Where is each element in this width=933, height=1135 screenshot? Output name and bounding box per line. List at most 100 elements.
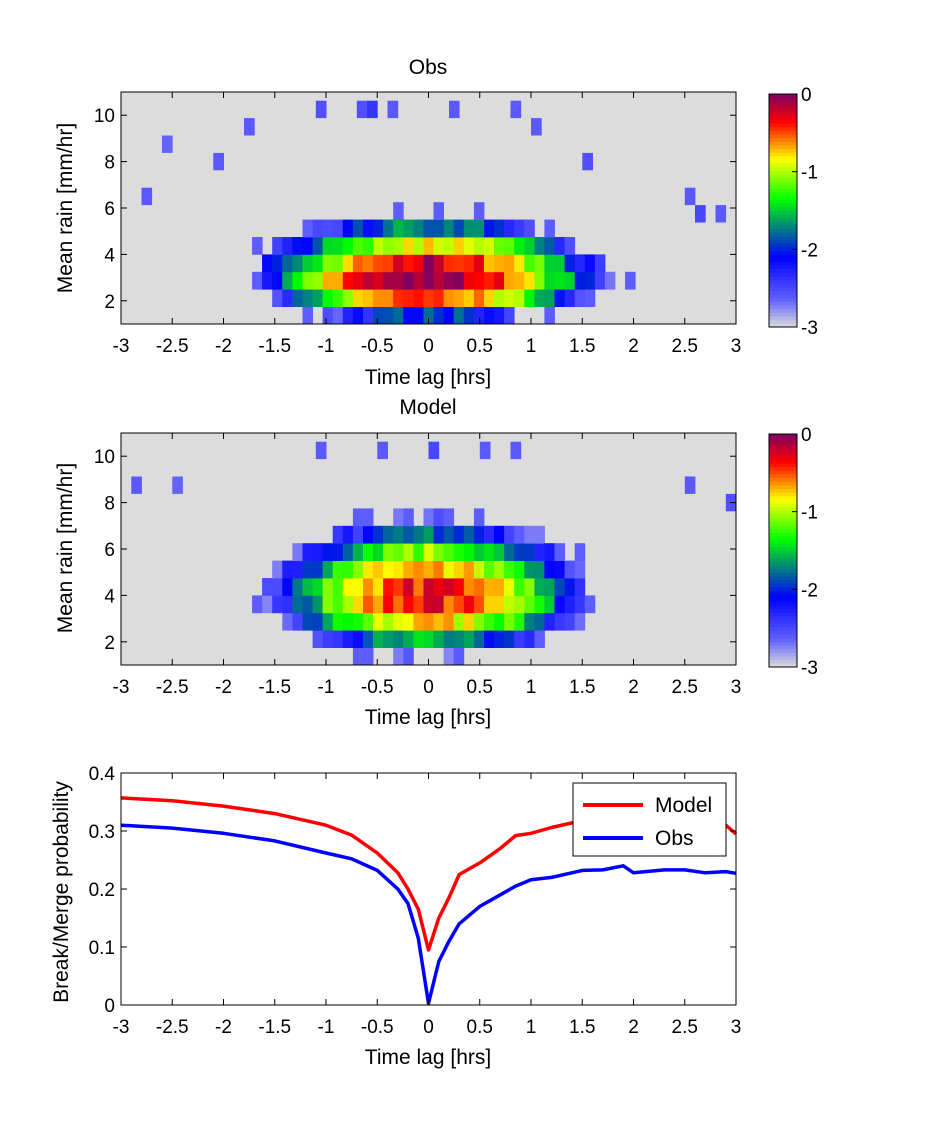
heatmap-cell bbox=[494, 219, 505, 238]
colorbar-tick-label: -2 bbox=[801, 240, 818, 261]
heatmap-cell bbox=[423, 219, 434, 238]
colorbar-swatch bbox=[769, 550, 797, 555]
colorbar-swatch bbox=[769, 312, 797, 317]
x-tick-label: -1 bbox=[318, 1017, 335, 1038]
heatmap-cell bbox=[433, 271, 444, 290]
heatmap-cell bbox=[393, 254, 404, 273]
heatmap-cell bbox=[383, 306, 394, 325]
colorbar-swatch bbox=[769, 119, 797, 124]
heatmap-cell bbox=[443, 630, 455, 648]
heatmap-cell bbox=[453, 254, 465, 273]
colorbar-swatch bbox=[769, 641, 797, 646]
heatmap-cell bbox=[332, 237, 344, 255]
heatmap-cell bbox=[342, 271, 354, 290]
heatmap-cell bbox=[695, 205, 706, 223]
heatmap-cell bbox=[393, 219, 404, 238]
heatmap-cell bbox=[342, 543, 354, 561]
heatmap-cell bbox=[443, 508, 455, 527]
colorbar-swatch bbox=[769, 243, 797, 248]
heatmap-cell bbox=[262, 578, 273, 596]
heatmap-cell bbox=[443, 595, 455, 614]
x-tick-label: -2 bbox=[215, 677, 232, 698]
heatmap-cell bbox=[433, 630, 444, 648]
heatmap-cell bbox=[292, 271, 303, 290]
heatmap-cell bbox=[413, 254, 424, 273]
heatmap-model-ylabel: Mean rain [mm/hr] bbox=[54, 463, 77, 633]
heatmap-cell bbox=[524, 219, 535, 238]
colorbar-swatch bbox=[769, 623, 797, 628]
heatmap-cell bbox=[443, 560, 455, 579]
heatmap-cell bbox=[484, 219, 495, 238]
heatmap-cell bbox=[504, 306, 515, 325]
heatmap-obs-yticks: 2 4 6 8 10 bbox=[94, 106, 736, 313]
colorbar-swatch bbox=[769, 265, 797, 270]
colorbar-swatch bbox=[769, 568, 797, 573]
heatmap-cell bbox=[484, 289, 495, 307]
heatmap-cell bbox=[443, 612, 455, 631]
heatmap-cell bbox=[363, 237, 374, 255]
heatmap-cell bbox=[322, 560, 334, 579]
heatmap-cell bbox=[373, 525, 384, 544]
heatmap-cell bbox=[544, 595, 555, 614]
heatmap-cell bbox=[473, 202, 485, 220]
heatmap-cell bbox=[473, 219, 485, 238]
heatmap-cell bbox=[574, 289, 586, 307]
heatmap-cell bbox=[453, 525, 465, 544]
heatmap-cell bbox=[332, 543, 344, 561]
heatmap-cell bbox=[463, 219, 475, 238]
x-tick-label: 1 bbox=[526, 1017, 537, 1038]
heatmap-cell bbox=[373, 306, 384, 325]
heatmap-cell bbox=[272, 237, 283, 255]
heatmap-cell bbox=[373, 630, 384, 648]
x-tick-label: -3 bbox=[113, 677, 130, 698]
colorbar-swatch bbox=[769, 488, 797, 493]
colorbar-swatch bbox=[769, 319, 797, 324]
heatmap-cell bbox=[352, 578, 364, 596]
heatmap-cell bbox=[524, 630, 535, 648]
heatmap-cell bbox=[484, 630, 495, 648]
colorbar-swatch bbox=[769, 434, 797, 439]
heatmap-cell bbox=[554, 254, 565, 273]
colorbar-swatch bbox=[769, 108, 797, 113]
colorbar-swatch bbox=[769, 185, 797, 190]
heatmap-cell bbox=[594, 271, 606, 290]
heatmap-cell bbox=[352, 254, 364, 273]
heatmap-cell bbox=[574, 254, 586, 273]
heatmap-cell bbox=[383, 560, 394, 579]
heatmap-cell bbox=[342, 219, 354, 238]
colorbar-swatch bbox=[769, 250, 797, 255]
heatmap-cell bbox=[213, 152, 224, 171]
heatmap-cell bbox=[433, 289, 444, 307]
heatmap-cell bbox=[352, 219, 364, 238]
colorbar-swatch bbox=[769, 152, 797, 157]
colorbar-swatch bbox=[769, 448, 797, 453]
heatmap-cell bbox=[484, 578, 495, 596]
heatmap-cell bbox=[484, 543, 495, 561]
heatmap-cell bbox=[524, 254, 535, 273]
heatmap-cell bbox=[463, 612, 475, 631]
x-tick-label: -1 bbox=[318, 336, 335, 357]
y-tick-label: 8 bbox=[104, 494, 115, 515]
heatmap-cell bbox=[393, 543, 404, 561]
heatmap-cell bbox=[356, 100, 368, 119]
heatmap-cell bbox=[504, 271, 515, 290]
heatmap-cell bbox=[413, 595, 424, 614]
heatmap-cell bbox=[473, 578, 485, 596]
x-tick-label: 3 bbox=[731, 336, 742, 357]
colorbar-tick-label: 0 bbox=[801, 85, 812, 106]
heatmap-cell bbox=[393, 525, 404, 544]
heatmap-cell bbox=[413, 578, 424, 596]
heatmap-cell bbox=[473, 289, 485, 307]
heatmap-cell bbox=[433, 306, 444, 325]
heatmap-cell bbox=[574, 578, 586, 596]
colorbar-swatch bbox=[769, 444, 797, 449]
colorbar-swatch bbox=[769, 441, 797, 446]
heatmap-cell bbox=[514, 219, 525, 238]
heatmap-cell bbox=[244, 118, 255, 136]
heatmap-cell bbox=[383, 254, 394, 273]
heatmap-cell bbox=[393, 560, 404, 579]
colorbar-swatch bbox=[769, 437, 797, 442]
heatmap-cell bbox=[302, 254, 313, 273]
colorbar-swatch bbox=[769, 297, 797, 302]
heatmap-cell bbox=[312, 271, 324, 290]
